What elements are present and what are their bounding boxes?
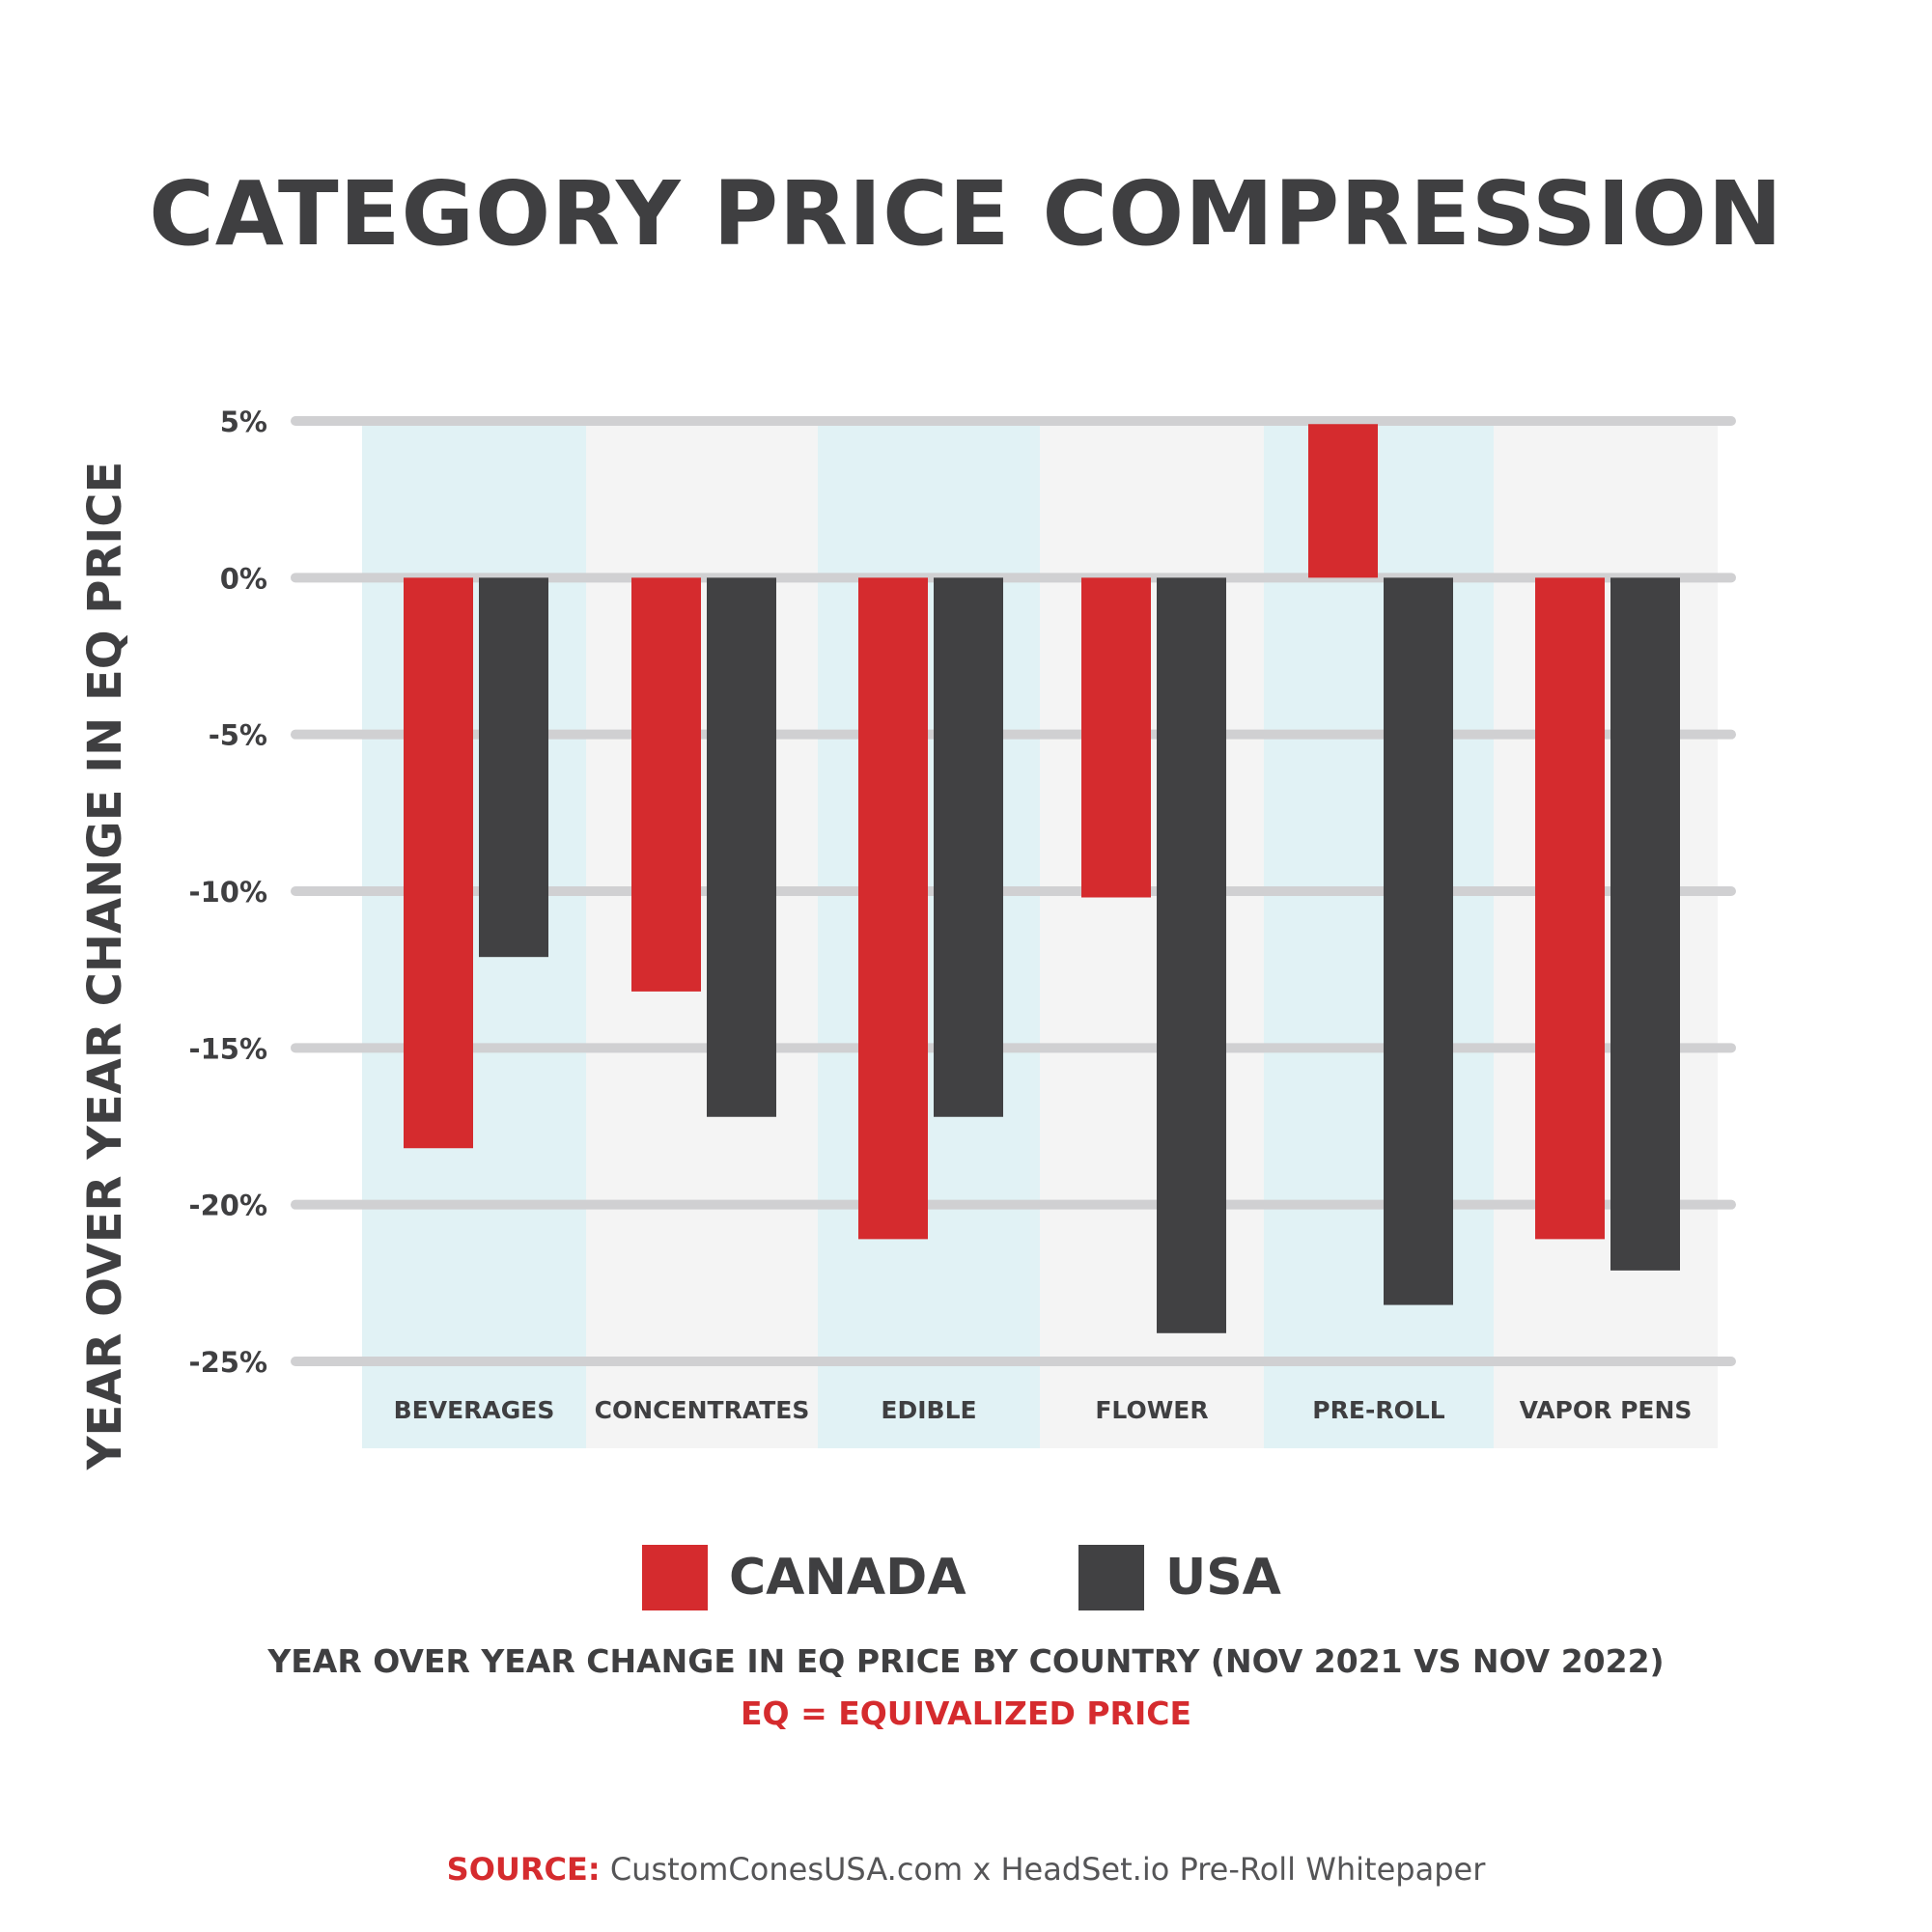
source-label: SOURCE: [446,1851,601,1888]
bar-canada-pre-roll [1308,424,1378,578]
x-tick-label: VAPOR PENS [1520,1396,1693,1424]
bar-canada-flower [1081,577,1151,898]
x-tick-label: FLOWER [1095,1396,1208,1424]
y-tick-label: -25% [189,1346,267,1379]
legend-label-usa: USA [1165,1549,1281,1607]
legend-item-canada: CANADA [642,1545,966,1610]
bar-usa-flower [1157,577,1226,1333]
bar-usa-vapor-pens [1610,577,1680,1271]
chart-title: CATEGORY PRICE COMPRESSION [149,162,1783,266]
bar-usa-pre-roll [1384,577,1453,1305]
x-tick-label: BEVERAGES [394,1396,555,1424]
source-text: CustomConesUSA.com x HeadSet.io Pre-Roll… [600,1851,1486,1888]
y-tick-label: -15% [189,1032,267,1065]
bar-canada-concentrates [631,577,701,992]
y-tick-label: -10% [189,876,267,909]
category-band-flower [1040,421,1264,1448]
legend: CANADA USA [0,1545,1932,1612]
legend-swatch-usa [1078,1545,1144,1610]
bar-canada-beverages [404,577,473,1149]
source-citation: SOURCE: CustomConesUSA.com x HeadSet.io … [0,1851,1932,1888]
category-band-concentrates [586,421,818,1448]
bar-chart: 5% 0% -5% -10% -15% -20% -25% BEVERAGES CONCENT… [78,406,1736,1471]
y-tick-label: -5% [209,719,267,752]
bar-canada-vapor-pens [1535,577,1605,1240]
y-tick-label: 5% [220,406,267,438]
bar-usa-concentrates [707,577,776,1117]
y-tick-label: -20% [189,1190,267,1222]
bar-canada-edible [858,577,928,1240]
x-tick-label: EDIBLE [881,1396,976,1424]
eq-definition-note: EQ = EQUIVALIZED PRICE [740,1694,1192,1732]
bar-usa-edible [934,577,1003,1117]
legend-swatch-canada [642,1545,708,1610]
y-tick-label: 0% [220,562,267,595]
bar-usa-beverages [479,577,548,958]
legend-item-usa: USA [1078,1545,1281,1610]
x-tick-label: CONCENTRATES [595,1396,810,1424]
y-axis-label: YEAR OVER YEAR CHANGE IN EQ PRICE [78,462,132,1471]
legend-label-canada: CANADA [729,1549,966,1607]
category-band-beverages [362,421,586,1448]
category-band-pre-roll [1264,421,1494,1448]
x-tick-label: PRE-ROLL [1312,1396,1444,1424]
chart-subtitle: YEAR OVER YEAR CHANGE IN EQ PRICE BY COU… [267,1642,1665,1680]
category-band-vapor-pens [1494,421,1718,1448]
